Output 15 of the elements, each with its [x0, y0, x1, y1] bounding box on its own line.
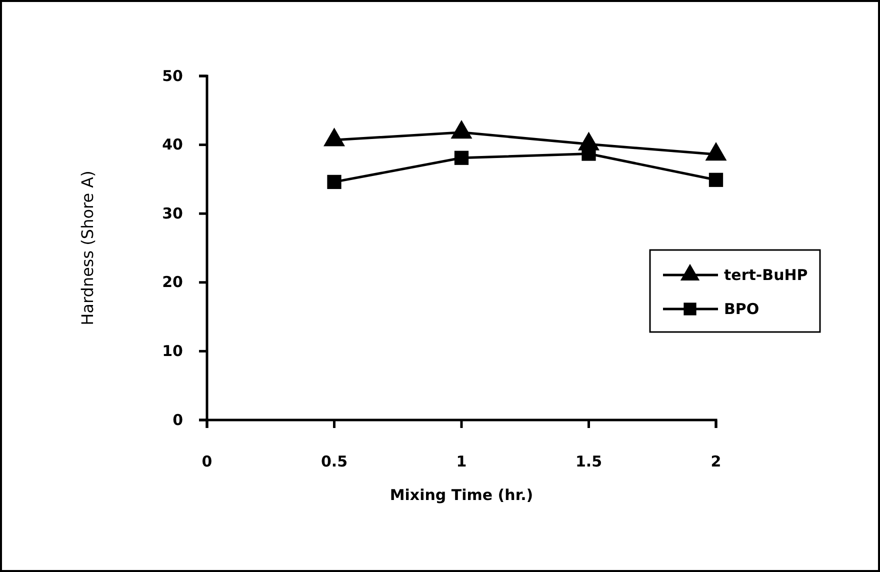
x-axis-title: Mixing Time (hr.)	[390, 486, 534, 504]
x-tick-label: 1	[456, 452, 467, 471]
y-tick-label: 40	[162, 136, 183, 154]
y-tick-label: 0	[172, 410, 183, 429]
y-tick-label: 30	[162, 204, 183, 222]
y-tick-label: 50	[162, 66, 183, 85]
x-tick-label: 0	[202, 452, 212, 471]
legend-label: tert-BuHP	[724, 266, 808, 284]
x-tick-label: 2	[710, 452, 722, 471]
y-tick-label: 10	[162, 342, 183, 360]
y-axis-title: Hardness (Shore A)	[78, 170, 97, 326]
x-tick-label: 1.5	[575, 452, 602, 471]
y-tick-label: 20	[162, 273, 183, 292]
legend-label: BPO	[724, 300, 760, 318]
x-tick-label: 0.5	[320, 452, 348, 471]
